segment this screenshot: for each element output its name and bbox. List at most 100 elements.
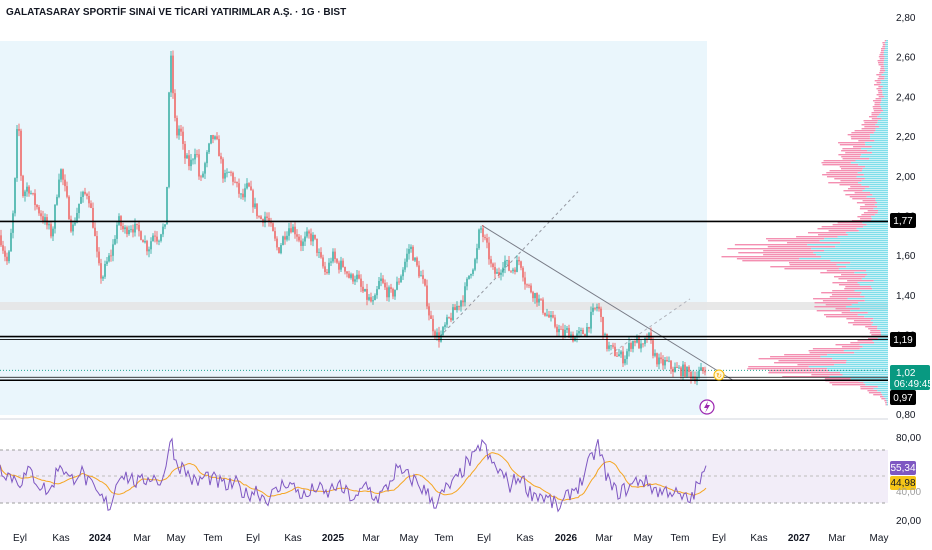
candle <box>72 221 74 236</box>
candle <box>102 275 104 281</box>
volume-profile-row <box>878 76 888 78</box>
volume-profile-row <box>845 152 888 154</box>
candle <box>322 254 324 269</box>
candle <box>334 248 336 263</box>
candle <box>408 244 410 260</box>
candle <box>204 161 206 179</box>
candle <box>286 231 288 242</box>
candle <box>56 194 58 206</box>
candle <box>478 228 480 250</box>
candle <box>524 271 526 290</box>
candle <box>416 256 418 268</box>
dashed-channel-line <box>609 298 691 355</box>
rsi-axis[interactable]: 80,00 20,00 <box>896 433 921 527</box>
svg-text:↻: ↻ <box>716 373 722 380</box>
candles <box>0 50 706 386</box>
candle <box>498 267 500 279</box>
candle <box>156 231 158 245</box>
candle <box>292 224 294 233</box>
candle <box>110 249 112 262</box>
lightning-icon[interactable] <box>699 399 715 415</box>
volume-profile-row <box>847 188 888 190</box>
volume-profile-row <box>841 312 888 314</box>
volume-profile-row <box>865 326 888 328</box>
volume-profile-row <box>821 292 888 294</box>
candle <box>64 174 66 192</box>
candle <box>614 342 616 357</box>
volume-profile-row <box>876 88 888 90</box>
candle <box>540 298 542 302</box>
volume-profile-row <box>768 372 888 374</box>
candle <box>398 277 400 285</box>
candle <box>144 235 146 244</box>
candle <box>54 204 56 234</box>
volume-profile-row <box>848 322 888 324</box>
candle <box>698 366 700 379</box>
candle <box>462 295 464 307</box>
level-tag-0-97: 0,97 <box>890 390 916 405</box>
candle <box>346 271 348 278</box>
time-axis[interactable]: Eyl Kas 2024 Mar May Tem Eyl Kas 2025 Mar May Tem Ey… <box>13 533 888 544</box>
candle <box>694 371 696 384</box>
candle <box>630 341 632 352</box>
candle <box>264 211 266 228</box>
candle <box>4 246 6 262</box>
candle <box>10 228 12 252</box>
volume-profile-row <box>823 160 888 162</box>
candle <box>210 135 212 145</box>
candle <box>68 195 70 220</box>
candle <box>116 221 118 244</box>
price-tick-label: 1,40 <box>896 291 916 302</box>
candle <box>378 276 380 290</box>
candle <box>172 50 174 99</box>
candle <box>248 182 250 188</box>
candle <box>652 337 654 359</box>
volume-profile-row <box>871 114 888 116</box>
candle <box>360 274 362 293</box>
volume-profile-row <box>834 178 888 180</box>
candle <box>278 246 280 254</box>
candle <box>542 297 544 315</box>
volume-profile-row <box>841 346 888 348</box>
volume-profile-row <box>841 150 888 152</box>
volume-profile-row <box>882 44 888 46</box>
volume-profile-row <box>881 48 888 50</box>
candle <box>114 235 116 246</box>
volume-profile-row <box>778 360 888 362</box>
candle <box>218 135 220 157</box>
volume-profile-row <box>879 58 888 60</box>
candle <box>274 227 276 242</box>
candle <box>536 292 538 307</box>
alert-icon[interactable]: ↻ <box>713 369 725 381</box>
svg-text:44,98: 44,98 <box>890 478 915 489</box>
candle <box>312 232 314 247</box>
candle <box>358 270 360 280</box>
volume-profile-row <box>880 68 888 70</box>
price-pane[interactable] <box>0 40 888 415</box>
rsi-pane[interactable] <box>0 437 888 513</box>
volume-profile-row <box>821 226 888 228</box>
volume-profile-row <box>828 230 888 232</box>
candle <box>646 333 648 343</box>
candle <box>412 245 414 261</box>
volume-profile-row <box>826 172 888 174</box>
price-tick-label: 1,60 <box>896 251 916 262</box>
candle <box>254 197 256 209</box>
candle <box>546 308 548 317</box>
price-tick-label: 2,20 <box>896 132 916 143</box>
candle <box>610 345 612 351</box>
time-tick-label: Kas <box>750 533 767 544</box>
candle <box>670 359 672 374</box>
candle <box>166 186 168 225</box>
candle <box>186 153 188 159</box>
candle <box>170 50 172 98</box>
candle <box>506 259 508 266</box>
volume-profile-row <box>861 124 888 126</box>
volume-profile-row <box>858 140 888 142</box>
candle <box>16 124 18 182</box>
candle <box>418 260 420 279</box>
candle <box>366 283 368 306</box>
time-tick-label: 2024 <box>89 533 112 544</box>
candle <box>238 178 240 198</box>
candle <box>0 229 2 247</box>
